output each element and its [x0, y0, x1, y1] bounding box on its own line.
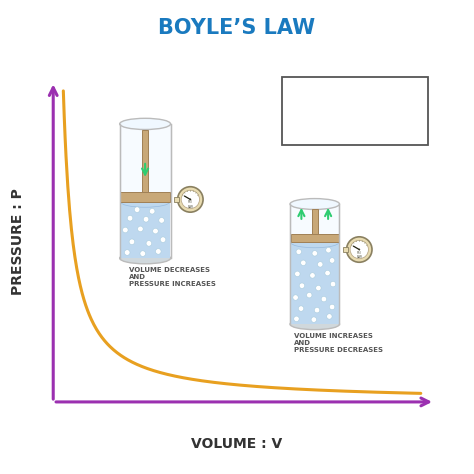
Circle shape	[298, 306, 304, 311]
Bar	[120, 202, 170, 258]
Bar	[311, 210, 318, 234]
Text: P₁V₁=P₂V₂: P₁V₁=P₂V₂	[300, 101, 410, 120]
Circle shape	[312, 251, 318, 256]
Circle shape	[134, 207, 140, 212]
Bar	[119, 124, 171, 258]
Bar	[291, 234, 339, 243]
Text: VOLUME INCREASES
AND
PRESSURE DECREASES: VOLUME INCREASES AND PRESSURE DECREASES	[293, 333, 383, 353]
Circle shape	[325, 270, 330, 276]
Circle shape	[301, 260, 306, 265]
Circle shape	[124, 250, 130, 255]
Text: PSI
BAR: PSI BAR	[187, 201, 193, 209]
Circle shape	[346, 237, 372, 262]
Circle shape	[358, 249, 360, 250]
Circle shape	[178, 187, 203, 212]
Circle shape	[143, 217, 149, 222]
Circle shape	[159, 218, 164, 223]
Circle shape	[140, 251, 146, 256]
Bar	[290, 204, 339, 324]
Circle shape	[190, 199, 191, 201]
Circle shape	[329, 258, 335, 263]
Ellipse shape	[119, 253, 171, 264]
Circle shape	[329, 304, 335, 310]
Circle shape	[146, 241, 152, 246]
Circle shape	[294, 316, 299, 321]
Circle shape	[129, 239, 135, 245]
Circle shape	[330, 282, 336, 287]
Circle shape	[299, 283, 305, 288]
Circle shape	[160, 237, 166, 242]
Circle shape	[326, 247, 331, 253]
FancyBboxPatch shape	[282, 77, 428, 145]
Bar	[291, 243, 339, 324]
Circle shape	[350, 240, 368, 259]
Ellipse shape	[291, 237, 339, 248]
Bar	[142, 129, 148, 192]
Ellipse shape	[119, 118, 171, 129]
Circle shape	[314, 308, 320, 313]
Circle shape	[316, 285, 321, 291]
Circle shape	[311, 317, 317, 322]
Circle shape	[122, 227, 128, 233]
Bar	[174, 197, 179, 202]
Text: PSI
BAR: PSI BAR	[356, 251, 362, 259]
Circle shape	[293, 295, 298, 300]
Ellipse shape	[290, 319, 339, 329]
Circle shape	[307, 292, 312, 298]
Circle shape	[318, 262, 323, 267]
Circle shape	[137, 226, 143, 232]
Circle shape	[149, 209, 155, 214]
Ellipse shape	[120, 196, 170, 207]
Bar	[120, 192, 170, 202]
Circle shape	[153, 228, 158, 234]
Text: VOLUME : V: VOLUME : V	[191, 438, 283, 451]
Circle shape	[310, 273, 315, 278]
Ellipse shape	[290, 199, 339, 210]
Text: PRESSURE : P: PRESSURE : P	[11, 188, 25, 295]
Circle shape	[327, 314, 332, 319]
Circle shape	[321, 296, 327, 302]
Circle shape	[127, 215, 133, 221]
Bar	[343, 247, 347, 252]
Circle shape	[155, 249, 161, 254]
Text: BOYLE’S LAW: BOYLE’S LAW	[158, 18, 316, 38]
Text: VOLUME DECREASES
AND
PRESSURE INCREASES: VOLUME DECREASES AND PRESSURE INCREASES	[128, 267, 216, 287]
Circle shape	[296, 249, 301, 255]
Circle shape	[295, 271, 300, 276]
Circle shape	[181, 190, 200, 209]
